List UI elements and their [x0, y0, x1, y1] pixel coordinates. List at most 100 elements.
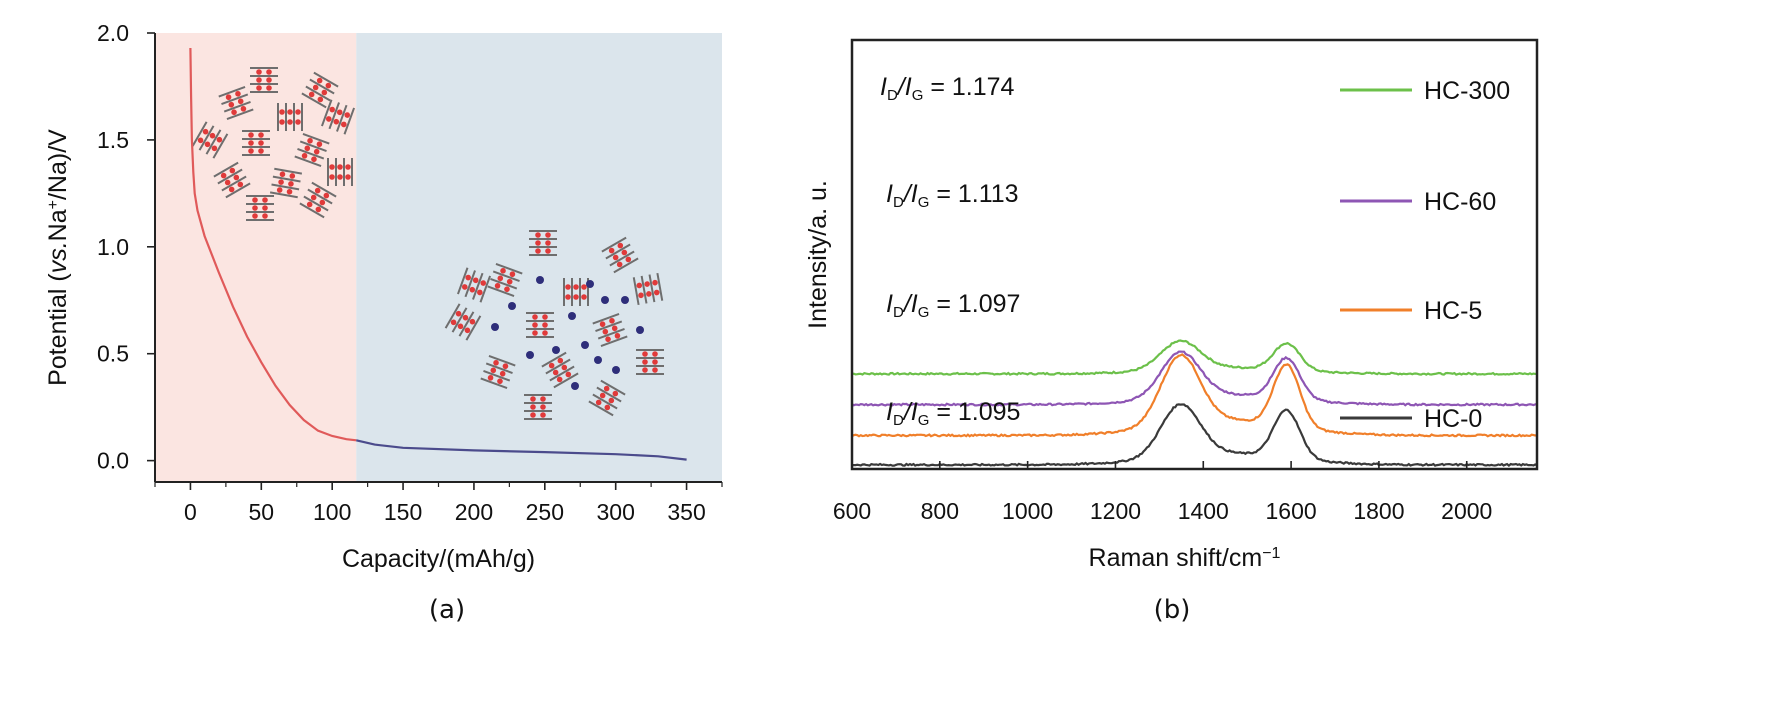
sodium-dot [532, 314, 538, 320]
sodium-dot [336, 109, 343, 116]
graphene-layer [221, 175, 247, 192]
graphene-layer [472, 272, 484, 300]
legend-b: HC-300 HC-60 HC-5 HC-0 [1340, 77, 1510, 433]
y-tick-label: 0.5 [97, 341, 129, 367]
sodium-dot [325, 82, 332, 89]
sodium-dot [316, 77, 323, 84]
graphene-layer [336, 104, 348, 132]
plate-large-13 [456, 267, 492, 303]
sodium-dot [316, 141, 323, 147]
sodium-dot [311, 156, 317, 163]
x-tick-label: 50 [249, 499, 275, 525]
sodium-dot [252, 213, 258, 219]
plate-small-6 [277, 103, 303, 131]
graphene-layer [483, 370, 511, 382]
sodium-dot [542, 322, 548, 328]
sodium-dot [480, 280, 487, 286]
sodium-dot [337, 174, 343, 180]
graphene-layer [487, 285, 515, 298]
y-axis-ticks-a: 0.0 0.5 1.0 1.5 2.0 [97, 20, 155, 474]
ratio-label-HC-60: ID/IG = 1.113 [886, 180, 1019, 211]
graphene-layer [218, 85, 246, 98]
sodium-dot [602, 328, 609, 335]
sodium-dot [345, 174, 351, 180]
spectrum-HC-300 [851, 339, 1537, 376]
graphene-layer [320, 99, 333, 127]
x-tick-label: 1600 [1266, 498, 1317, 524]
x-tick-label: 200 [455, 499, 493, 525]
sodium-dot [652, 279, 658, 286]
sodium-dot [216, 136, 223, 143]
sodium-dot [319, 199, 326, 206]
sodium-dot [307, 137, 313, 144]
legend-label-HC-0: HC-0 [1424, 405, 1482, 433]
graphene-layer [640, 275, 648, 304]
sodium-dot [545, 232, 551, 238]
plate-small-3 [320, 99, 356, 135]
plate-small-12 [299, 181, 337, 219]
sodium-dot [499, 370, 506, 377]
ratio-label-HC-5: ID/IG = 1.097 [886, 290, 1020, 321]
x-tick-label: 1400 [1178, 498, 1229, 524]
sodium-dot [317, 96, 324, 103]
plate-small-2 [301, 71, 339, 109]
sodium-dot [329, 174, 335, 180]
sodium-cluster-dot [594, 356, 602, 364]
chart-b: 600 800 1000 1200 1400 1600 1800 2000 HC-300HC-… [804, 38, 1539, 625]
sodium-dot [252, 197, 258, 203]
sodium-dot [258, 140, 264, 146]
sodium-cluster-dot [586, 280, 594, 288]
sodium-dot [457, 323, 464, 330]
sodium-dot [228, 186, 235, 193]
sodium-dot [545, 248, 551, 254]
x-tick-label: 800 [921, 498, 959, 524]
plate-small-9 [269, 167, 303, 199]
curve-segment-1 [356, 439, 687, 461]
sodium-dot [477, 289, 483, 296]
sodium-dot [450, 319, 457, 326]
sodium-dot [266, 85, 272, 91]
y-tick-label: 0.0 [97, 448, 129, 474]
sodium-dot [279, 109, 285, 115]
sodium-dot [301, 153, 308, 159]
sodium-dot [469, 318, 476, 325]
plate-small-0 [218, 85, 254, 121]
graphene-layer [299, 140, 327, 152]
sodium-dot [611, 325, 618, 332]
sodium-dot [493, 359, 499, 366]
sodium-dot [304, 145, 311, 152]
sodium-dot [262, 197, 268, 203]
sodium-dot [540, 404, 546, 410]
sodium-dot [535, 248, 541, 254]
sodium-dot [310, 194, 317, 201]
x-tick-label: 300 [597, 499, 635, 525]
x-axis-title-b: Raman shift/cm−1 [1089, 544, 1281, 572]
graphene-layer [595, 320, 623, 332]
ratio-label-HC-300: ID/IG = 1.174 [880, 73, 1015, 104]
sodium-dot [461, 284, 468, 290]
sodium-dot [258, 148, 264, 154]
graphene-layer [632, 277, 640, 306]
plate-small-4 [191, 121, 229, 159]
sodium-dot [248, 132, 254, 138]
sodium-dot [487, 375, 494, 381]
legend-label-HC-5: HC-5 [1424, 297, 1482, 325]
sodium-dot [235, 90, 241, 97]
sodium-dot [608, 397, 615, 404]
graphene-layer [217, 168, 243, 185]
sodium-cluster-dot [526, 351, 534, 359]
sodium-dot [494, 283, 501, 289]
sodium-dot [279, 171, 286, 178]
plate-large-2 [487, 262, 523, 298]
graphene-layer [480, 377, 508, 390]
sodium-dot [504, 286, 510, 293]
sodium-dot [345, 164, 351, 170]
graphene-layer [596, 386, 622, 403]
sodium-dot [337, 164, 343, 170]
graphene-layer [272, 175, 301, 183]
sodium-dot [252, 205, 258, 211]
spectrum-HC-0 [852, 403, 1538, 468]
sodium-dot [644, 281, 650, 287]
sodium-dot [642, 359, 648, 365]
sodium-dot [225, 94, 232, 100]
